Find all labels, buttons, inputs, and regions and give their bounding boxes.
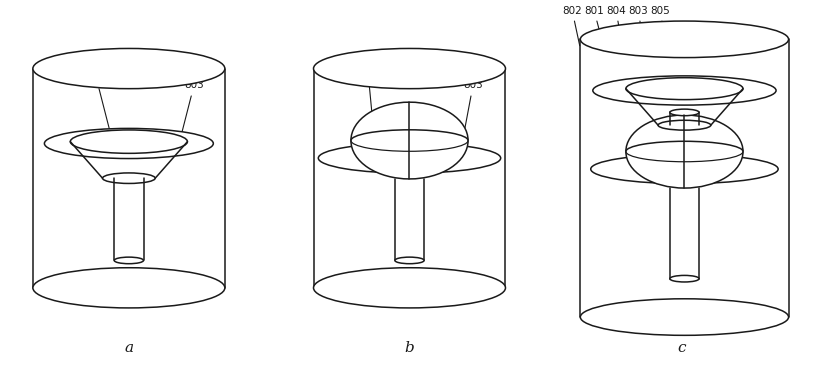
Text: 804: 804 [606, 6, 626, 46]
Text: 801: 801 [87, 73, 112, 139]
Text: b: b [405, 341, 414, 355]
Text: 9: 9 [364, 59, 373, 121]
Ellipse shape [626, 78, 743, 100]
Ellipse shape [670, 109, 699, 116]
Ellipse shape [319, 143, 500, 173]
Ellipse shape [33, 49, 225, 89]
Text: 803: 803 [463, 81, 483, 139]
Ellipse shape [351, 102, 468, 179]
Ellipse shape [626, 115, 743, 188]
Ellipse shape [314, 268, 505, 308]
Ellipse shape [658, 120, 711, 130]
Text: 805: 805 [650, 6, 670, 53]
Ellipse shape [314, 49, 505, 89]
Text: 801: 801 [584, 6, 604, 42]
Ellipse shape [670, 275, 699, 282]
Ellipse shape [395, 257, 424, 264]
Text: 803: 803 [179, 81, 204, 146]
Text: 802: 802 [563, 6, 582, 46]
Ellipse shape [102, 173, 156, 183]
Ellipse shape [581, 21, 789, 58]
Ellipse shape [114, 257, 143, 264]
Ellipse shape [590, 154, 778, 184]
Text: 803: 803 [628, 6, 648, 49]
Ellipse shape [33, 268, 225, 308]
Ellipse shape [581, 299, 789, 335]
Text: c: c [678, 341, 686, 355]
Ellipse shape [70, 130, 188, 153]
Ellipse shape [593, 76, 776, 105]
Ellipse shape [44, 128, 213, 158]
Text: a: a [124, 341, 133, 355]
